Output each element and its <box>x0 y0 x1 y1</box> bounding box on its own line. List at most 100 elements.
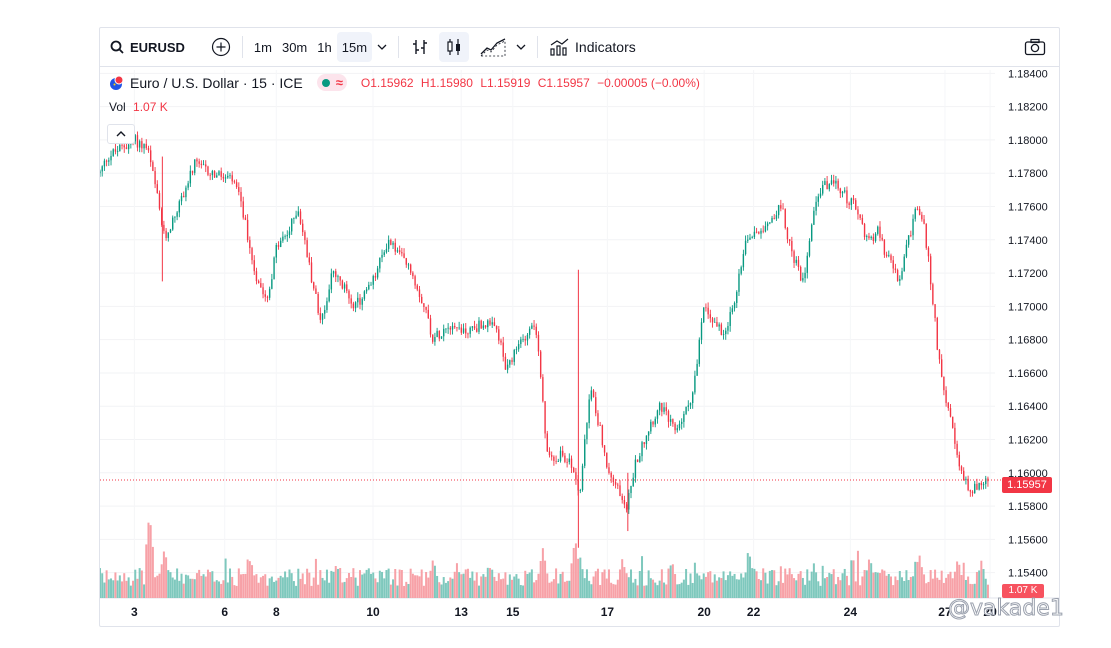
candle-body <box>235 182 238 188</box>
candle-body <box>958 454 961 467</box>
volume-bar <box>182 583 185 598</box>
volume-bar <box>720 578 723 598</box>
candle-body <box>114 149 117 152</box>
candle-body <box>491 322 493 325</box>
snapshot-button[interactable] <box>1019 32 1051 62</box>
volume-bar <box>914 561 917 598</box>
indicators-button[interactable]: Indicators <box>544 32 641 62</box>
volume-bar <box>852 560 855 598</box>
candle-body <box>954 427 956 444</box>
volume-bar <box>220 583 223 598</box>
candle-body <box>240 191 242 202</box>
volume-bar <box>167 570 170 598</box>
volume-bar <box>114 572 117 598</box>
interval-15m[interactable]: 15m <box>336 32 373 62</box>
close-value: C1.15957 <box>537 75 590 90</box>
volume-bar <box>890 576 893 598</box>
volume-bar <box>588 580 591 598</box>
candle-body <box>306 240 308 258</box>
candle-body <box>766 223 769 227</box>
interval-30m[interactable]: 30m <box>281 39 308 55</box>
candle-body <box>209 174 211 176</box>
volume-bar <box>656 585 659 598</box>
candle-body <box>462 328 465 333</box>
volume-bar <box>143 584 146 598</box>
chart-type-dropdown[interactable] <box>511 32 531 62</box>
candle-body <box>200 163 203 165</box>
volume-bar <box>215 580 218 598</box>
volume-bar <box>290 573 293 598</box>
candle-body <box>963 470 965 481</box>
candle-body <box>403 253 405 259</box>
candle-body <box>154 171 156 185</box>
interval-1m[interactable]: 1m <box>253 39 272 55</box>
volume-bar <box>462 573 465 598</box>
volume-bar <box>211 571 214 598</box>
candles-style-button[interactable] <box>439 32 470 62</box>
candle-body <box>720 324 723 335</box>
volume-bar <box>978 570 981 598</box>
candle-body <box>526 334 529 341</box>
volume-bar <box>193 579 196 598</box>
volume-bar <box>773 570 776 598</box>
volume-bar <box>704 576 707 598</box>
collapse-legend-button[interactable] <box>107 124 135 144</box>
volume-bar <box>350 577 353 598</box>
candle-body <box>725 330 727 335</box>
candle-body <box>777 205 780 216</box>
candle-body <box>987 478 989 482</box>
volume-bar <box>812 563 815 598</box>
volume-bar <box>793 578 796 598</box>
candle-body <box>295 215 297 219</box>
candle-body <box>372 276 374 285</box>
candle-body <box>167 232 170 239</box>
interval-dropdown[interactable] <box>372 32 392 62</box>
volume-bar <box>841 573 844 598</box>
volume-bar <box>920 567 923 598</box>
candle-body <box>522 339 524 340</box>
candle-body <box>438 330 441 339</box>
candle-body <box>533 325 535 327</box>
divider <box>537 36 539 58</box>
volume-bar <box>643 585 646 598</box>
volume-bar <box>528 572 531 598</box>
area-style-button[interactable] <box>475 32 511 62</box>
candle-body <box>971 491 974 494</box>
compare-button[interactable] <box>206 32 236 62</box>
volume-bar <box>178 580 181 598</box>
candle-body <box>409 264 412 273</box>
volume-bar <box>876 572 879 598</box>
volume-bar <box>969 583 972 598</box>
volume-bar <box>198 569 201 598</box>
candle-body <box>661 402 663 412</box>
candle-body <box>755 231 758 233</box>
candle-body <box>890 255 892 261</box>
volume-bar <box>323 580 326 598</box>
candle-body <box>894 268 897 270</box>
interval-1h[interactable]: 1h <box>317 39 332 55</box>
volume-bar <box>746 553 749 598</box>
symbol-search-button[interactable]: EURUSD <box>100 32 190 62</box>
market-status-badge[interactable]: ≈ <box>316 74 347 91</box>
bar-style-button[interactable] <box>405 32 435 62</box>
volume-bar <box>497 573 500 598</box>
volume-bar <box>217 581 220 598</box>
candle-body <box>396 250 399 252</box>
candlestick-chart[interactable]: 1.18400 1.18200 1.18000 1.17800 1.17600 1.174… <box>100 28 1059 626</box>
volume-bar <box>984 578 987 598</box>
candle-body <box>515 349 518 351</box>
candle-body <box>443 328 445 337</box>
candle-body <box>238 187 240 192</box>
volume-bar <box>744 572 747 598</box>
candle-body <box>791 241 793 252</box>
candle-body <box>275 244 277 258</box>
volume-bar <box>574 543 577 598</box>
volume-bar <box>898 570 901 598</box>
candle-body <box>284 236 286 238</box>
volume-bar <box>885 575 888 598</box>
volume-bar <box>319 570 322 598</box>
volume-bar <box>733 573 736 598</box>
volume-bar <box>627 577 630 598</box>
volume-bar <box>687 584 690 598</box>
candle-body <box>392 242 394 245</box>
